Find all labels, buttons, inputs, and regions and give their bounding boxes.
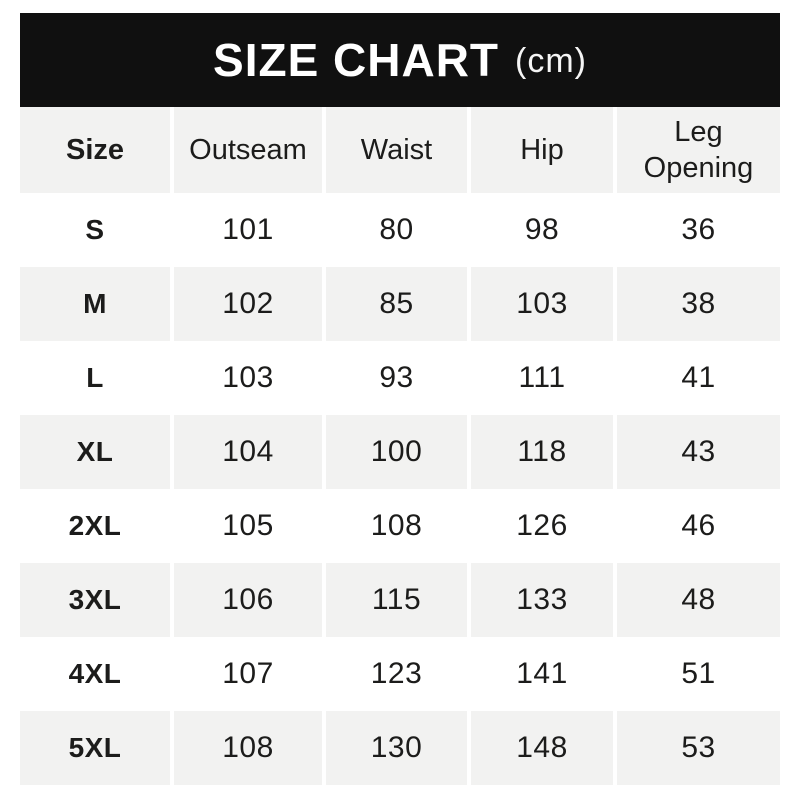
waist-value: 100: [326, 415, 467, 489]
waist-value: 80: [379, 213, 414, 246]
hip-value: 118: [471, 415, 613, 489]
column-header-hip: Hip: [471, 107, 613, 193]
table-row-5xl: 5XL 108 130 148 53: [20, 711, 780, 785]
leg-opening-value: 41: [681, 361, 716, 394]
size-label: S: [85, 214, 105, 245]
outseam-value: 103: [222, 361, 274, 394]
leg-opening-value: 53: [617, 711, 780, 785]
size-label: L: [86, 362, 104, 393]
size-label: 2XL: [68, 510, 122, 541]
table-header-row: Size Outseam Waist Hip Leg Opening: [20, 107, 780, 193]
hip-value: 133: [471, 563, 613, 637]
leg-opening-value: 38: [617, 267, 780, 341]
leg-opening-value: 43: [617, 415, 780, 489]
waist-value: 115: [326, 563, 467, 637]
size-chart-title-bar: SIZE CHART (cm): [20, 13, 780, 107]
column-header-size: Size: [20, 107, 170, 193]
column-header-outseam: Outseam: [174, 107, 322, 193]
hip-value: 148: [471, 711, 613, 785]
size-label: 3XL: [20, 563, 170, 637]
waist-value: 130: [326, 711, 467, 785]
table-row-2xl: 2XL 105 108 126 46: [20, 489, 780, 563]
outseam-value: 106: [174, 563, 322, 637]
table-row-3xl: 3XL 106 115 133 48: [20, 563, 780, 637]
leg-opening-value: 48: [617, 563, 780, 637]
hip-value: 111: [518, 361, 566, 394]
outseam-value: 102: [174, 267, 322, 341]
outseam-value: 104: [174, 415, 322, 489]
waist-value: 108: [370, 509, 423, 542]
hip-value: 126: [516, 509, 568, 542]
size-chart: SIZE CHART (cm) Size Outseam Waist Hip L…: [20, 13, 780, 785]
table-row-l: L 103 93 111 41: [20, 341, 780, 415]
size-table: Size Outseam Waist Hip Leg Opening S 101…: [20, 107, 780, 785]
table-row-s: S 101 80 98 36: [20, 193, 780, 267]
outseam-value: 108: [174, 711, 322, 785]
size-chart-unit: (cm): [515, 41, 587, 80]
size-chart-title: SIZE CHART: [213, 34, 500, 86]
outseam-value: 107: [222, 657, 274, 690]
column-header-leg-opening: Leg Opening: [617, 107, 780, 193]
size-label: M: [20, 267, 170, 341]
waist-value: 85: [326, 267, 467, 341]
hip-value: 98: [524, 213, 560, 246]
outseam-value: 101: [222, 213, 274, 246]
hip-value: 103: [471, 267, 613, 341]
size-label: 4XL: [68, 658, 122, 689]
outseam-value: 105: [222, 509, 274, 542]
size-label: 5XL: [20, 711, 170, 785]
table-row-4xl: 4XL 107 123 141 51: [20, 637, 780, 711]
leg-opening-value: 46: [681, 509, 716, 542]
table-row-xl: XL 104 100 118 43: [20, 415, 780, 489]
hip-value: 141: [516, 657, 568, 690]
table-row-m: M 102 85 103 38: [20, 267, 780, 341]
waist-value: 123: [370, 657, 423, 690]
leg-opening-value: 36: [681, 213, 716, 246]
leg-opening-value: 51: [681, 657, 716, 690]
column-header-waist: Waist: [326, 107, 467, 193]
waist-value: 93: [379, 361, 414, 394]
size-label: XL: [20, 415, 170, 489]
